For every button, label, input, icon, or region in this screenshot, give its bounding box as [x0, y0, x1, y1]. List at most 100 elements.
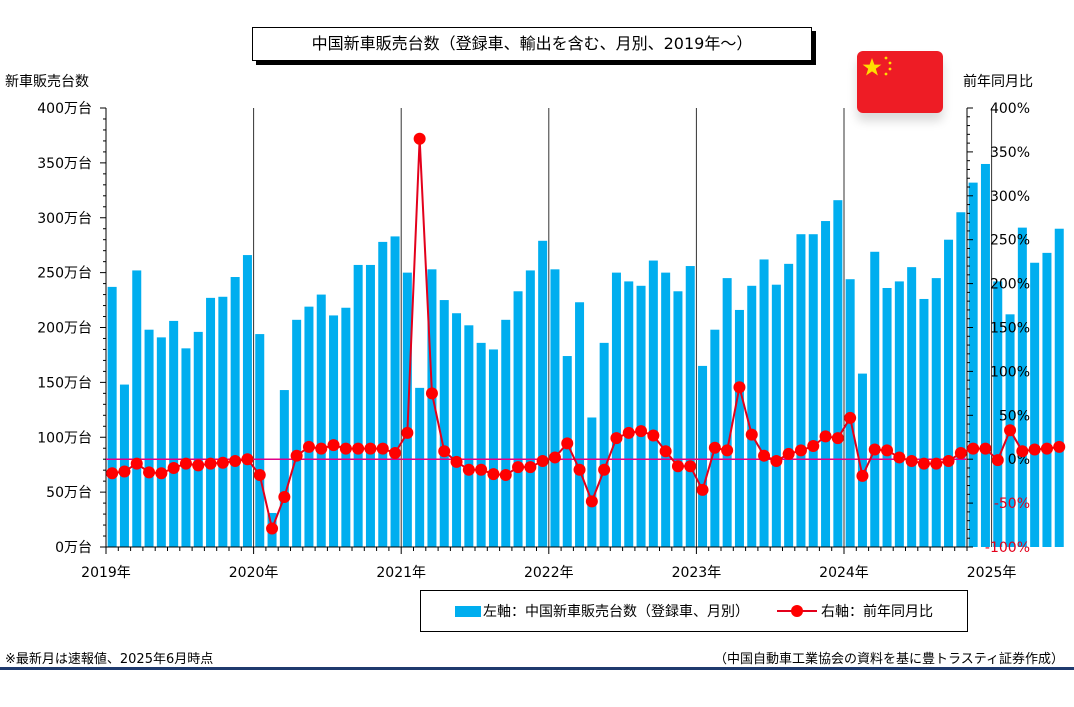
right-tick-label: -100% — [985, 540, 1030, 556]
year-label: 2019年 — [81, 565, 131, 581]
right-tick-label: -50% — [994, 496, 1030, 512]
bar — [857, 373, 867, 547]
yoy-marker — [352, 442, 365, 455]
left-tick-label: 300万台 — [37, 211, 92, 227]
bar — [378, 241, 388, 547]
yoy-marker — [622, 426, 635, 439]
bar — [1017, 227, 1027, 547]
bar — [242, 255, 252, 547]
yoy-marker — [278, 490, 291, 503]
china-flag-icon — [857, 51, 943, 113]
yoy-marker — [438, 445, 451, 458]
bar — [292, 319, 302, 547]
yoy-marker — [192, 459, 205, 472]
year-label: 2024年 — [819, 565, 869, 581]
bar — [156, 337, 166, 547]
yoy-marker — [1016, 445, 1029, 458]
yoy-marker — [573, 463, 586, 476]
bar — [599, 342, 609, 547]
yoy-marker — [118, 465, 131, 478]
yoy-marker — [733, 381, 746, 394]
bar — [1042, 252, 1052, 547]
yoy-marker — [770, 454, 783, 467]
right-axis-title: 前年同月比 — [963, 74, 1033, 90]
right-tick-label: 50% — [999, 408, 1030, 424]
bar — [316, 294, 326, 547]
legend-line-swatch — [777, 605, 817, 617]
yoy-marker — [143, 466, 156, 479]
yoy-marker — [229, 454, 242, 467]
yoy-marker — [794, 444, 807, 457]
yoy-marker — [339, 442, 352, 455]
bar — [427, 269, 437, 547]
bar — [698, 365, 708, 547]
yoy-marker — [290, 449, 303, 462]
bar — [1054, 228, 1064, 547]
yoy-marker — [1028, 443, 1041, 456]
yoy-marker — [266, 522, 279, 535]
yoy-marker — [499, 469, 512, 482]
yoy-marker — [179, 457, 192, 470]
bar — [562, 356, 572, 547]
bar — [329, 315, 339, 547]
left-axis-title: 新車販売台数 — [5, 74, 89, 90]
bar — [132, 270, 142, 547]
bar — [968, 182, 978, 547]
bar — [415, 387, 425, 547]
left-tick-label: 50万台 — [46, 485, 92, 501]
right-tick-label: 200% — [990, 277, 1030, 293]
bar — [611, 272, 621, 547]
right-tick-label: 300% — [990, 189, 1030, 205]
yoy-marker — [635, 425, 648, 438]
bar — [439, 300, 449, 547]
yoy-marker — [401, 426, 414, 439]
bar — [452, 313, 462, 547]
bar — [919, 298, 929, 547]
bar — [341, 307, 351, 547]
yoy-marker — [930, 457, 943, 470]
yoy-marker — [831, 432, 844, 445]
bar — [230, 277, 240, 547]
yoy-marker — [782, 447, 795, 460]
yoy-marker — [893, 451, 906, 464]
yoy-marker — [1053, 440, 1066, 453]
yoy-marker — [807, 440, 820, 453]
footnote: ※最新月は速報値、2025年6月時点 — [5, 652, 214, 667]
yoy-marker — [585, 495, 598, 508]
bar — [894, 281, 904, 547]
yoy-marker — [967, 442, 980, 455]
left-tick-label: 250万台 — [37, 266, 92, 282]
bar — [759, 259, 769, 547]
yoy-marker — [524, 461, 537, 474]
bar — [980, 163, 990, 547]
legend: 左軸：中国新車販売台数（登録車、月別） 右軸：前年同月比 — [420, 590, 968, 632]
bar — [734, 309, 744, 547]
bar — [648, 260, 658, 547]
bar — [304, 306, 314, 547]
yoy-marker — [708, 441, 721, 454]
yoy-marker — [671, 460, 684, 473]
bar — [661, 272, 671, 547]
bar — [808, 234, 818, 547]
bar — [353, 264, 363, 547]
bar — [169, 320, 179, 547]
bar — [833, 200, 843, 547]
bar — [636, 285, 646, 547]
bar — [513, 291, 523, 547]
chart-title: 中国新車販売台数（登録車、輸出を含む、月別、2019年～） — [252, 27, 812, 61]
yoy-marker — [684, 460, 697, 473]
year-label: 2021年 — [376, 565, 426, 581]
yoy-marker — [536, 454, 549, 467]
bar — [870, 251, 880, 547]
yoy-marker — [487, 468, 500, 481]
bar — [279, 390, 289, 547]
yoy-marker — [155, 467, 168, 480]
bar — [710, 329, 720, 547]
yoy-marker — [745, 428, 758, 441]
yoy-marker — [610, 432, 623, 445]
bar — [821, 221, 831, 548]
bar — [525, 270, 535, 547]
bar — [193, 331, 203, 547]
bar — [218, 296, 228, 547]
bar — [255, 334, 265, 547]
